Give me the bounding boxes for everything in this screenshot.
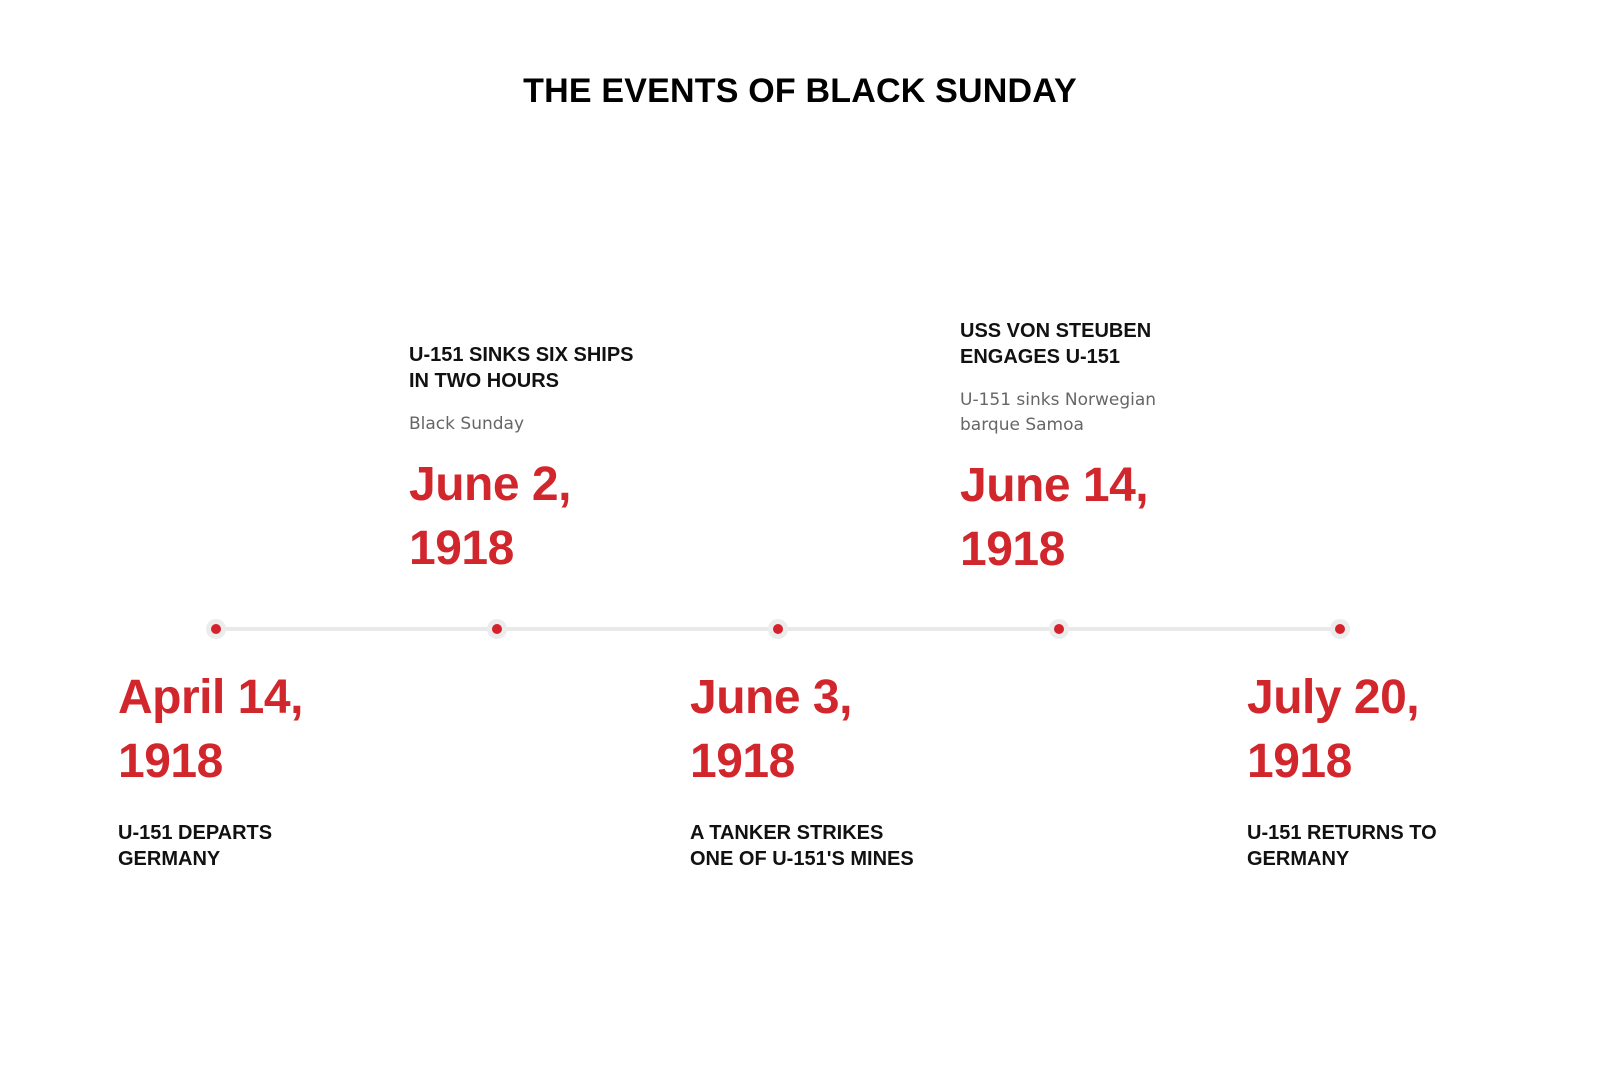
timeline-dot-1 bbox=[206, 619, 226, 639]
event-subtext: Black Sunday bbox=[409, 412, 634, 437]
event-heading-line2: ENGAGES U-151 bbox=[960, 344, 1156, 370]
event-date: June 3, 1918 bbox=[690, 666, 914, 794]
event-subtext-line1: Black Sunday bbox=[409, 412, 634, 437]
event-subtext-line2: barque Samoa bbox=[960, 413, 1156, 438]
event-date-line2: 1918 bbox=[690, 730, 914, 794]
timeline-dot-5 bbox=[1330, 619, 1350, 639]
event-date: June 2, 1918 bbox=[409, 453, 634, 581]
event-heading: USS VON STEUBEN ENGAGES U-151 bbox=[960, 318, 1156, 370]
event-date-line1: June 3, bbox=[690, 666, 914, 730]
event-heading: U-151 RETURNS TO GERMANY bbox=[1247, 820, 1437, 872]
event-heading-line2: IN TWO HOURS bbox=[409, 368, 634, 394]
event-date: April 14, 1918 bbox=[118, 666, 303, 794]
event-date: July 20, 1918 bbox=[1247, 666, 1437, 794]
event-heading-line1: USS VON STEUBEN bbox=[960, 318, 1156, 344]
event-date-line1: April 14, bbox=[118, 666, 303, 730]
event-date: June 14, 1918 bbox=[960, 454, 1156, 582]
event-heading: A TANKER STRIKES ONE OF U-151'S MINES bbox=[690, 820, 914, 872]
timeline-event-april-14: April 14, 1918 U-151 DEPARTS GERMANY bbox=[118, 666, 303, 872]
timeline-dot-3 bbox=[768, 619, 788, 639]
event-subtext-line1: U-151 sinks Norwegian bbox=[960, 388, 1156, 413]
timeline-dot-4 bbox=[1049, 619, 1069, 639]
event-heading-line1: A TANKER STRIKES bbox=[690, 820, 914, 846]
event-date-line2: 1918 bbox=[409, 517, 634, 581]
timeline-event-july-20: July 20, 1918 U-151 RETURNS TO GERMANY bbox=[1247, 666, 1437, 872]
event-date-line2: 1918 bbox=[960, 518, 1156, 582]
event-heading-line2: ONE OF U-151'S MINES bbox=[690, 846, 914, 872]
event-date-line2: 1918 bbox=[118, 730, 303, 794]
event-date-line2: 1918 bbox=[1247, 730, 1437, 794]
event-heading-line1: U-151 RETURNS TO bbox=[1247, 820, 1437, 846]
page-title: THE EVENTS OF BLACK SUNDAY bbox=[0, 72, 1600, 111]
event-heading: U-151 SINKS SIX SHIPS IN TWO HOURS bbox=[409, 342, 634, 394]
event-heading-line1: U-151 DEPARTS bbox=[118, 820, 303, 846]
event-heading-line2: GERMANY bbox=[118, 846, 303, 872]
event-date-line1: June 2, bbox=[409, 453, 634, 517]
timeline-event-june-2: U-151 SINKS SIX SHIPS IN TWO HOURS Black… bbox=[409, 342, 634, 581]
timeline-event-june-3: June 3, 1918 A TANKER STRIKES ONE OF U-1… bbox=[690, 666, 914, 872]
timeline-event-june-14: USS VON STEUBEN ENGAGES U-151 U-151 sink… bbox=[960, 318, 1156, 582]
event-date-line1: July 20, bbox=[1247, 666, 1437, 730]
event-heading: U-151 DEPARTS GERMANY bbox=[118, 820, 303, 872]
timeline-dot-2 bbox=[487, 619, 507, 639]
event-heading-line1: U-151 SINKS SIX SHIPS bbox=[409, 342, 634, 368]
event-subtext: U-151 sinks Norwegian barque Samoa bbox=[960, 388, 1156, 438]
event-heading-line2: GERMANY bbox=[1247, 846, 1437, 872]
event-date-line1: June 14, bbox=[960, 454, 1156, 518]
